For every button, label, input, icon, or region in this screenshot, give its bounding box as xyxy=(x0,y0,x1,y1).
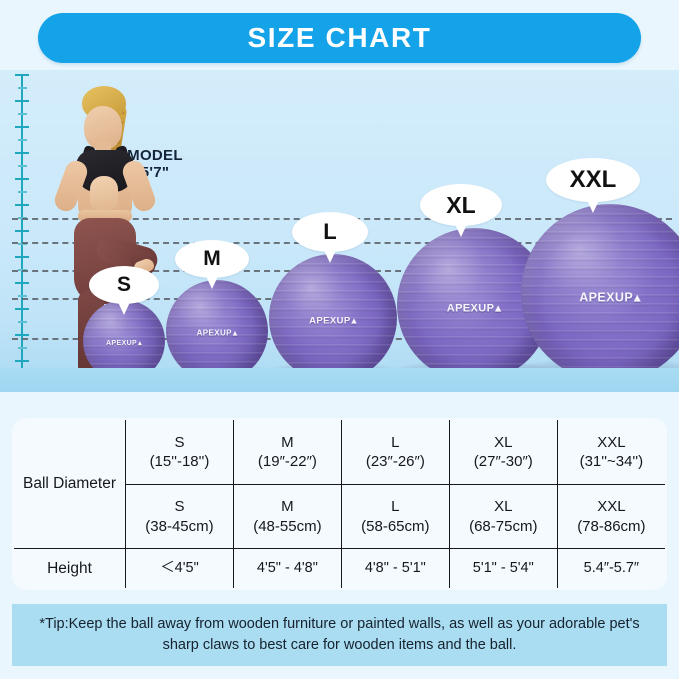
size-label: S xyxy=(174,498,185,516)
table-row-diameter-cm: S (38-45cm) M (48-55cm) L (58-65cm) XL (… xyxy=(14,483,665,550)
range-label: (15''-18'') xyxy=(149,452,210,470)
size-label: XL xyxy=(494,433,513,451)
ball-brand-logo: APEXUP▴ xyxy=(579,290,641,305)
size-label: XXL xyxy=(597,433,626,451)
ball-texture xyxy=(521,204,679,382)
cell-diameter-in-s: S (15''-18'') xyxy=(125,420,234,485)
size-bubble-label: XL xyxy=(420,184,502,226)
size-label: L xyxy=(391,433,400,451)
cell-diameter-cm-s: S (38-45cm) xyxy=(125,483,234,550)
table-row-diameter-inches: Ball Diameter S (15''-18'') M (19″-22″) … xyxy=(14,420,665,550)
ball-brand-logo: APEXUP▴ xyxy=(446,302,502,315)
ground-line xyxy=(0,368,679,392)
range-label: (19″-22″) xyxy=(257,452,317,470)
cell-diameter-cm-l: L (58-65cm) xyxy=(340,483,450,550)
cell-height-xl: 5'1" - 5'4" xyxy=(448,548,558,588)
tip-banner: *Tip:Keep the ball away from wooden furn… xyxy=(12,604,667,666)
cell-diameter-cm-m: M (48-55cm) xyxy=(232,483,342,550)
ball-brand-logo: APEXUP▴ xyxy=(196,328,238,338)
header-banner-area: SIZE CHART xyxy=(0,10,679,66)
size-bubble-l: L xyxy=(292,212,368,263)
range-label: (27″-30″) xyxy=(473,452,533,470)
cell-diameter-in-xxl: XXL (31''~34'') xyxy=(556,420,665,485)
size-label: L xyxy=(391,498,400,516)
range-label: (68-75cm) xyxy=(469,517,538,535)
size-bubble-xl: XL xyxy=(420,184,502,237)
size-label: XL xyxy=(494,498,513,516)
cell-height-xxl: 5.4″-5.7″ xyxy=(556,548,665,588)
table-row-height: Height ＜4'5" 4'5" - 4'8" 4'8" - 5'1" 5'1… xyxy=(14,548,665,588)
cell-diameter-in-l: L (23″-26″) xyxy=(340,420,450,485)
size-table: Ball Diameter S (15''-18'') M (19″-22″) … xyxy=(12,418,667,590)
size-bubble-label: XXL xyxy=(546,158,640,202)
mountain-peak-icon: ▴ xyxy=(634,290,641,305)
size-label: XXL xyxy=(597,498,626,516)
range-label: (23″-26″) xyxy=(365,452,425,470)
mountain-peak-icon: ▴ xyxy=(351,315,357,327)
cell-diameter-cm-xl: XL (68-75cm) xyxy=(448,483,558,550)
header-banner: SIZE CHART xyxy=(38,13,641,63)
size-label: S xyxy=(174,433,185,451)
size-table-container: Ball Diameter S (15''-18'') M (19″-22″) … xyxy=(12,418,667,590)
guide-line-l xyxy=(12,270,512,272)
bubble-tail xyxy=(205,274,219,289)
model-hands-prayer-pose xyxy=(90,176,118,210)
size-bubble-label: M xyxy=(175,240,249,278)
bubble-tail xyxy=(117,300,131,315)
ball-texture xyxy=(269,254,397,382)
range-label: (31''~34'') xyxy=(579,452,644,470)
model-label-height: 5'7" xyxy=(140,163,170,181)
ball-brand-logo: APEXUP▴ xyxy=(309,315,357,327)
range-label: (78-86cm) xyxy=(577,517,646,535)
cell-height-m: 4'5" - 4'8" xyxy=(232,548,342,588)
row-header-height: Height xyxy=(14,548,126,588)
cell-height-l: 4'8" - 5'1" xyxy=(340,548,450,588)
cell-diameter-in-xl: XL (27″-30″) xyxy=(448,420,558,485)
bubble-tail xyxy=(586,198,600,213)
mountain-peak-icon: ▴ xyxy=(495,302,502,315)
mountain-peak-icon: ▴ xyxy=(138,339,143,347)
range-label: (48-55cm) xyxy=(253,517,322,535)
size-bubble-m: M xyxy=(175,240,249,289)
model-label-title: MODEL xyxy=(127,147,183,164)
exercise-ball-m: APEXUP▴ xyxy=(166,280,268,382)
ball-brand-logo: APEXUP▴ xyxy=(105,339,143,347)
size-bubble-xxl: XXL xyxy=(546,158,640,213)
size-bubble-label: S xyxy=(89,266,159,304)
row-header-ball-diameter: Ball Diameter xyxy=(14,420,126,550)
size-label: M xyxy=(281,433,294,451)
range-label: (38-45cm) xyxy=(145,517,214,535)
cell-height-s: ＜4'5" xyxy=(125,548,234,588)
page-title: SIZE CHART xyxy=(247,22,432,53)
range-label: (58-65cm) xyxy=(361,517,430,535)
hero-illustration: MODEL 5'7" xyxy=(0,70,679,392)
ball-texture xyxy=(166,280,268,382)
cell-diameter-in-m: M (19″-22″) xyxy=(232,420,342,485)
mountain-peak-icon: ▴ xyxy=(232,328,238,338)
size-label: M xyxy=(281,498,294,516)
guide-line-s xyxy=(12,298,332,300)
model-height-label: MODEL 5'7" xyxy=(95,147,215,182)
exercise-ball-l: APEXUP▴ xyxy=(269,254,397,382)
bubble-tail xyxy=(454,222,468,237)
size-bubble-label: L xyxy=(292,212,368,252)
size-bubble-s: S xyxy=(89,266,159,315)
cell-diameter-cm-xxl: XXL (78-86cm) xyxy=(556,483,665,550)
bubble-tail xyxy=(323,248,337,263)
exercise-ball-xxl: APEXUP▴ xyxy=(521,204,679,382)
tip-text: *Tip:Keep the ball away from wooden furn… xyxy=(39,616,640,653)
